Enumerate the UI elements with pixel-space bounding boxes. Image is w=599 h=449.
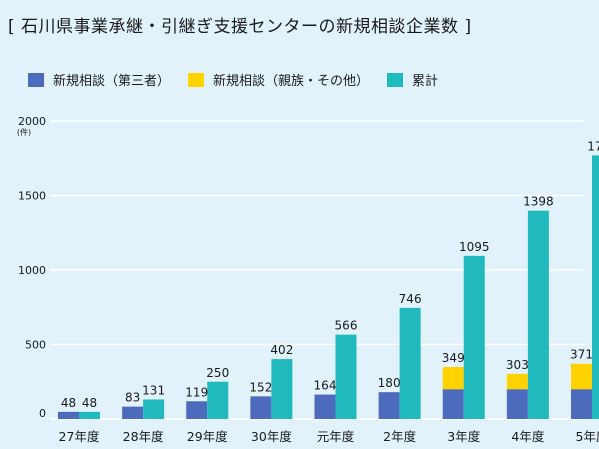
legend-item-third-party: 新規相談（第三者） (28, 70, 170, 89)
data-label-cumulative: 746 (399, 292, 422, 306)
data-label-new: 371 (570, 348, 593, 362)
x-category-label: 3年度 (447, 429, 480, 444)
bar-cumulative (143, 399, 165, 419)
x-category-label: 30年度 (251, 429, 292, 444)
x-category-label: 29年度 (187, 429, 228, 444)
bar-cumulative (79, 411, 100, 419)
bar-cumulative (592, 155, 599, 419)
bar-family-other (571, 363, 592, 390)
y-tick-label: 2000 (18, 115, 46, 128)
bar-cumulative (335, 334, 357, 419)
legend-item-cumulative: 累計 (387, 70, 438, 89)
data-label-cumulative: 566 (335, 319, 358, 333)
data-label-new: 349 (442, 351, 465, 365)
legend-label-cumulative: 累計 (412, 74, 439, 89)
bar-third-party (186, 401, 208, 419)
data-label-cumulative: 402 (270, 343, 293, 357)
data-label-new: 119 (185, 385, 208, 399)
data-label-cumulative: 1769 (587, 139, 599, 153)
x-category-label: 元年度 (317, 429, 355, 444)
chart-title: [ 石川県事業承継・引継ぎ支援センターの新規相談企業数 ] (8, 17, 472, 37)
bar-third-party (506, 389, 528, 419)
legend-label-family: 新規相談（親族・その他） (213, 74, 370, 89)
legend-swatch-cumulative (387, 72, 404, 87)
bar-third-party (442, 389, 464, 419)
data-label-new: 164 (314, 379, 337, 393)
bar-cumulative (271, 359, 293, 419)
bar-third-party (122, 406, 144, 419)
legend-swatch-third-party (28, 72, 44, 87)
legend-item-family: 新規相談（親族・その他） (188, 70, 369, 89)
x-category-label: 2年度 (383, 429, 416, 444)
bar-third-party (250, 396, 272, 419)
data-label-new: 152 (249, 380, 272, 394)
bar-family-other (442, 366, 464, 390)
bar-third-party (314, 394, 336, 419)
legend: 新規相談（第三者） 新規相談（親族・その他） 累計 (28, 70, 456, 89)
data-label-new: 83 (125, 391, 140, 405)
x-category-label: 4年度 (511, 429, 544, 444)
data-label-cumulative: 1398 (523, 195, 554, 209)
legend-label-third-party: 新規相談（第三者） (53, 74, 171, 89)
bar-family-other (506, 373, 528, 390)
y-tick-label: 1000 (18, 264, 46, 277)
data-label-cumulative: 250 (206, 366, 229, 380)
y-tick-label: 1500 (18, 190, 46, 203)
bar-cumulative (399, 307, 421, 419)
x-category-label: 28年度 (123, 429, 164, 444)
data-label-cumulative: 1095 (459, 240, 490, 254)
bar-third-party (58, 411, 79, 419)
data-label-new: 48 (61, 396, 76, 410)
data-label-cumulative: 48 (82, 396, 97, 410)
bar-third-party (571, 389, 592, 419)
legend-swatch-family (188, 72, 205, 87)
bar-cumulative (463, 255, 485, 419)
bar-third-party (378, 392, 400, 419)
data-label-new: 180 (378, 376, 401, 390)
bar-cumulative (207, 381, 229, 419)
x-category-label: 5年度 (576, 429, 599, 444)
x-category-label: 27年度 (59, 429, 100, 444)
data-label-new: 303 (506, 358, 529, 372)
bar-cumulative (527, 210, 549, 419)
data-label-cumulative: 131 (142, 383, 165, 397)
y-tick-label: 0 (39, 407, 46, 420)
y-tick-label: 500 (25, 339, 46, 352)
y-axis-unit: (件) (17, 127, 31, 137)
